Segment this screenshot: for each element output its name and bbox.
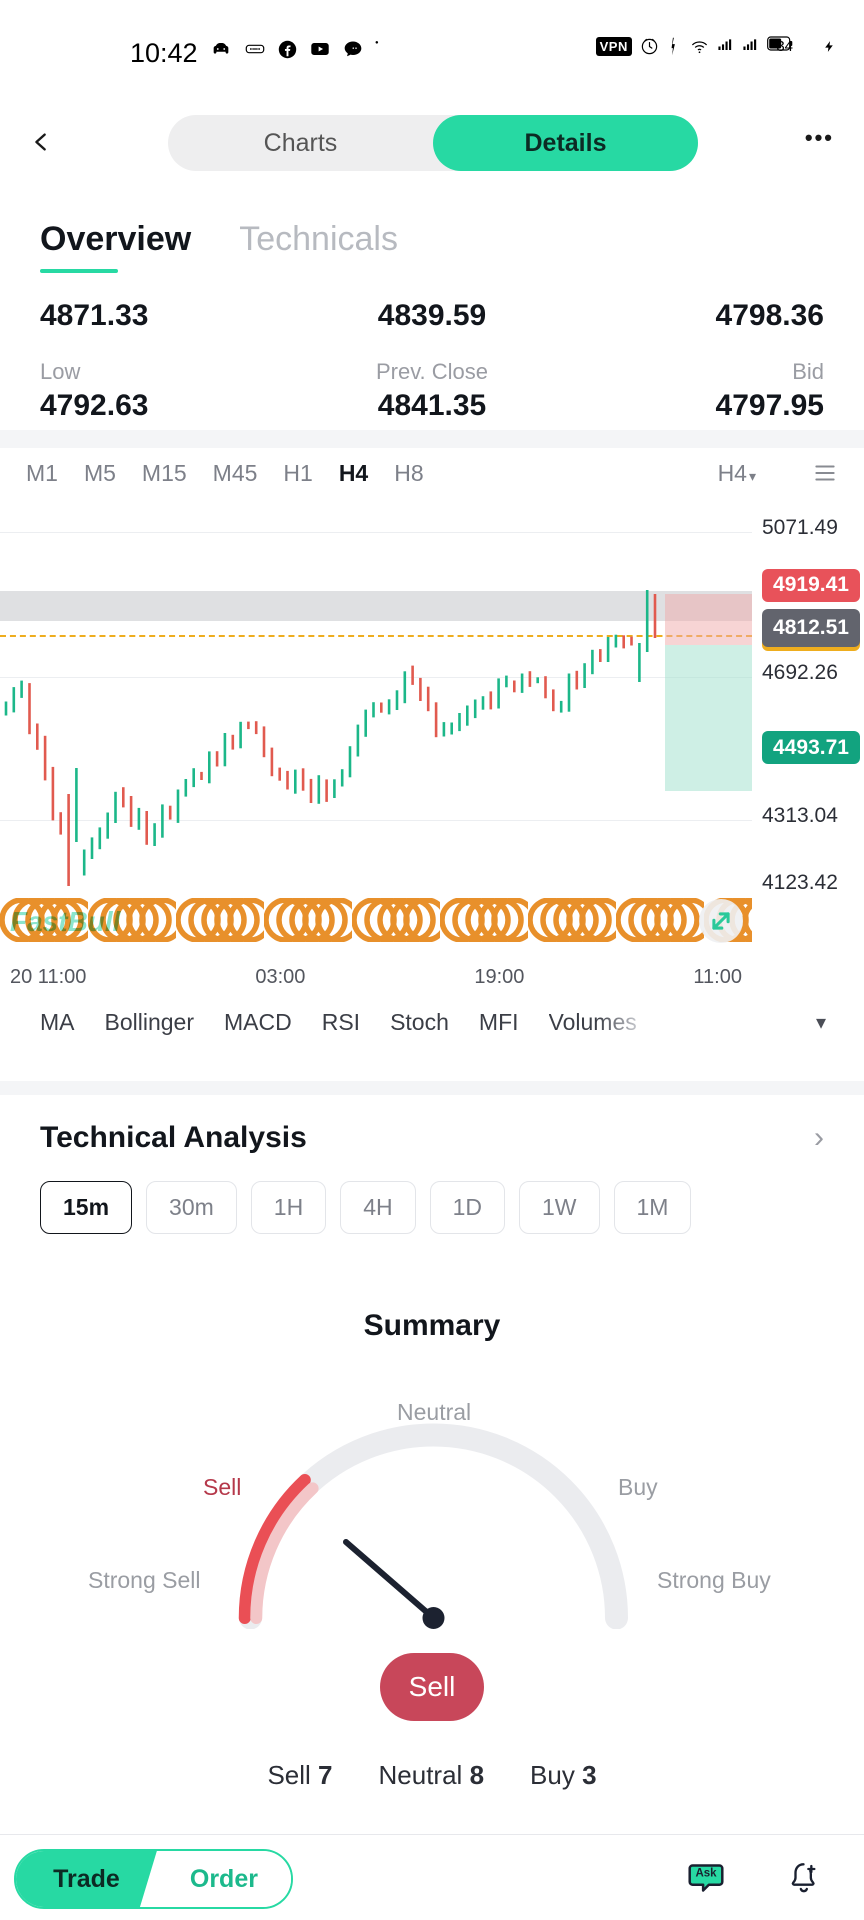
svg-text:Ask: Ask [695, 1868, 717, 1880]
